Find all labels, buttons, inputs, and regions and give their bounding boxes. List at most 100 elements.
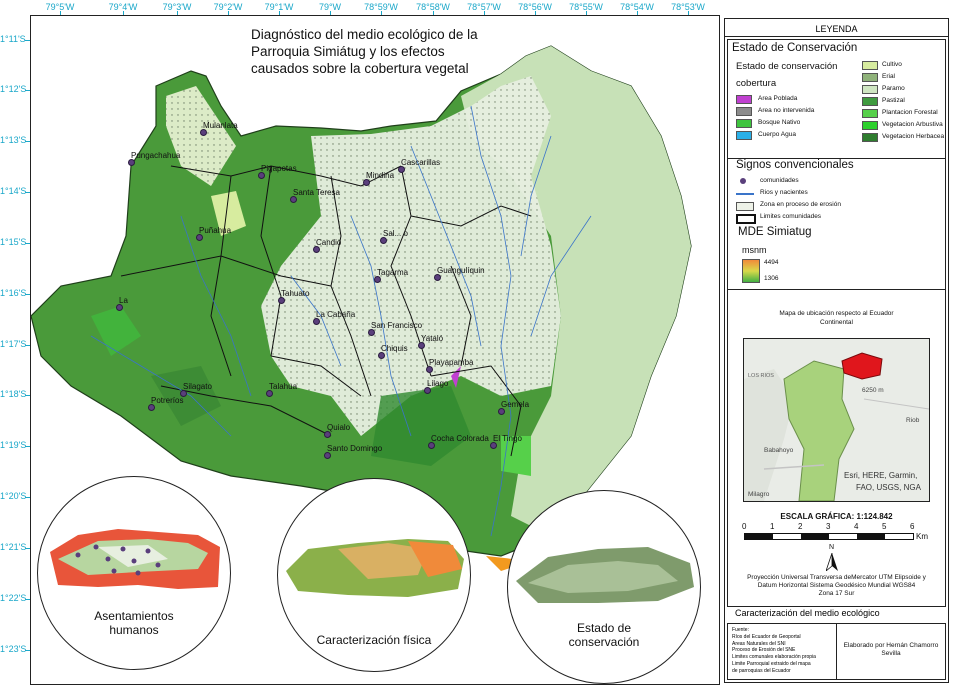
title-line-3: causados sobre la cobertura vegetal (251, 61, 469, 76)
community-marker[interactable] (428, 442, 435, 449)
north-label: N (829, 544, 835, 551)
projection-1: Proyección Universal Transversa deMercat… (747, 574, 926, 581)
place-label: Santo Domingo (327, 444, 383, 453)
community-marker[interactable] (258, 172, 265, 179)
community-marker[interactable] (380, 237, 387, 244)
place-label: Cascarillas (401, 158, 441, 167)
community-marker[interactable] (490, 442, 497, 449)
source-line: Ríos del Ecuador de Geoportal (732, 633, 801, 640)
scale-title: ESCALA GRÁFICA: 1:124.842 (780, 512, 893, 521)
community-marker[interactable] (324, 452, 331, 459)
milagro-label: Milagro (748, 491, 770, 498)
conservation-relief (516, 547, 694, 603)
community-marker[interactable] (324, 431, 331, 438)
location-title-2: Continental (820, 319, 853, 326)
community-marker[interactable] (363, 179, 370, 186)
erosion-swatch-icon (736, 202, 754, 211)
signs-heading: Signos convencionales (736, 159, 854, 171)
rivers (90, 105, 592, 537)
place-label: Puñahua (199, 226, 232, 235)
legend-title: LEYENDA (815, 24, 858, 34)
community-marker[interactable] (426, 366, 433, 373)
cover-label: Area Poblada (758, 95, 798, 102)
community-marker[interactable] (278, 297, 285, 304)
community-marker[interactable] (148, 404, 155, 411)
community-marker[interactable] (180, 390, 187, 397)
inset-settlements[interactable]: Asentamientos humanos (37, 476, 231, 670)
dem-heading: MDE Simiatug (738, 226, 812, 238)
place-label: Pungachahua (131, 151, 181, 160)
community-marker[interactable] (378, 352, 385, 359)
inset-physical[interactable]: Caracterización física (277, 478, 471, 672)
cover-label: Vegetacion Arbustiva (882, 121, 943, 128)
location-map[interactable]: LOS RIOS 6250 m Riob Babahoyo Milagro Es… (743, 338, 930, 502)
place-label: El Tingo (493, 434, 522, 443)
projection-2: Datum Horizontal Sistema Geodésico Mundi… (757, 582, 916, 589)
scale-tick: 5 (882, 522, 887, 531)
community-marker[interactable] (200, 129, 207, 136)
community-marker[interactable] (196, 234, 203, 241)
source-line: Proceso de Erosión del SNE (732, 647, 796, 654)
swatch-2 (736, 119, 752, 128)
boundary-swatch-icon (736, 214, 756, 224)
lon-tick-4: 79°1'W (264, 2, 294, 12)
lon-tick-5: 79°W (318, 2, 342, 12)
lon-tick-6: 78°59'W (364, 2, 398, 12)
swatch-right-4 (862, 109, 878, 118)
swatch-1 (736, 107, 752, 116)
ecuador-location-svg (744, 352, 929, 501)
place-label: Chiquis (381, 344, 408, 353)
author-1: Elaborado por Hernán Chamorro (843, 642, 939, 649)
inset-conservation[interactable]: Estado de conservación (507, 490, 701, 684)
map-frame[interactable]: Diagnóstico del medio ecológico de la Pa… (30, 15, 720, 685)
lon-tick-12: 78°53'W (671, 2, 705, 12)
lat-tick-6: 1°17'S (0, 339, 27, 349)
lon-tick-8: 78°57'W (467, 2, 501, 12)
community-marker[interactable] (434, 274, 441, 281)
community-dot-icon (740, 178, 746, 184)
community-marker[interactable] (313, 318, 320, 325)
place-label: La Cabaña (316, 310, 356, 319)
community-marker[interactable] (398, 166, 405, 173)
place-label: La (119, 296, 128, 305)
place-label: Santa Teresa (293, 188, 340, 197)
lat-tick-0: 1°11'S (0, 34, 26, 44)
community-marker[interactable] (290, 196, 297, 203)
community-marker[interactable] (374, 276, 381, 283)
community-marker[interactable] (368, 329, 375, 336)
lat-tick-2: 1°13'S (0, 135, 27, 145)
map-title: Diagnóstico del medio ecológico de la Pa… (251, 26, 551, 77)
lon-tick-3: 79°2'W (213, 2, 243, 12)
lat-tick-10: 1°21'S (0, 542, 27, 552)
community-marker[interactable] (266, 390, 273, 397)
scale-tick: 4 (854, 522, 859, 531)
legend-panel: LEYENDA Estado de Conservación Estado de… (724, 18, 949, 683)
section-title: Caracterización del medio ecológico (735, 608, 880, 618)
community-marker[interactable] (498, 408, 505, 415)
community-marker[interactable] (116, 304, 123, 311)
community-marker[interactable] (313, 246, 320, 253)
cover-label: Erial (882, 73, 896, 80)
cover-label: Paramo (882, 85, 905, 92)
place-label: Playapamba (429, 358, 474, 367)
place-label: Candio (316, 238, 342, 247)
lat-tick-12: 1°23'S (0, 644, 27, 654)
community-marker[interactable] (424, 387, 431, 394)
cover-label: Cuerpo Agua (758, 131, 796, 138)
scale-unit: Km (916, 532, 928, 541)
swatch-3 (736, 131, 752, 140)
source-line: Limites comunales elaboración propia (732, 654, 816, 661)
community-marker[interactable] (418, 342, 425, 349)
community-marker[interactable] (128, 159, 135, 166)
sign-communities: comunidades (760, 177, 799, 184)
lon-tick-9: 78°56'W (518, 2, 552, 12)
source-line: de parroquias del Ecuador (732, 667, 791, 674)
physical-relief (286, 539, 464, 597)
title-line-1: Diagnóstico del medio ecológico de la (251, 27, 478, 42)
lon-tick-7: 78°58'W (416, 2, 450, 12)
legend-location-box: Mapa de ubicación respecto al Ecuador Co… (727, 289, 946, 607)
lat-tick-3: 1°14'S (0, 186, 27, 196)
scale-tick: 0 (742, 522, 747, 531)
swatch-right-5 (862, 121, 878, 130)
place-label: Potreríos (151, 396, 184, 405)
